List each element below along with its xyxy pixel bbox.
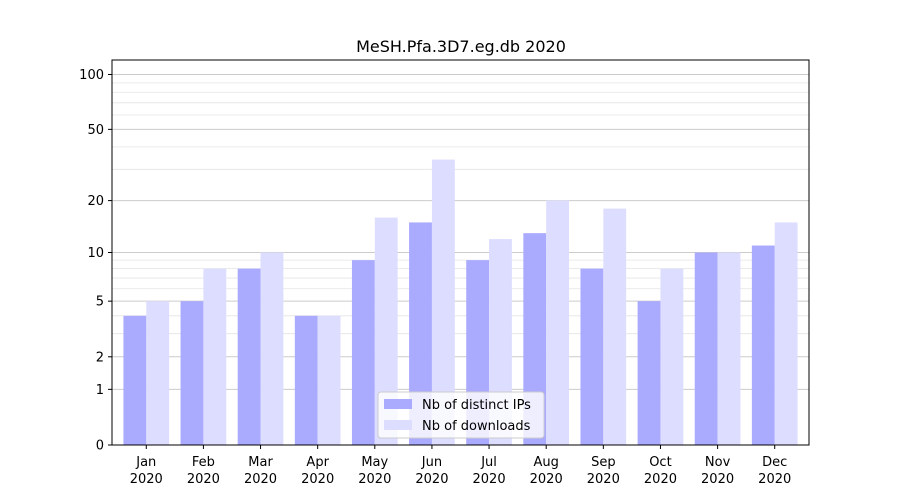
bar-ips [580,268,604,445]
bar-downloads [146,301,170,445]
x-axis: Jan 2020 Feb 2020 Mar 2020 Apr 2020 May 2020 Jun 20… [130,445,791,487]
x-tick-label-month: Jun [421,455,442,470]
bar-downloads [603,208,627,445]
bar-ips [751,245,775,445]
x-tick-label-year: 2020 [530,472,563,487]
x-tick-label-month: Jul [480,455,497,470]
x-tick-label-year: 2020 [301,472,334,487]
y-tick-label: 20 [87,194,104,209]
y-tick-label: 5 [96,295,104,310]
x-tick-label-year: 2020 [644,472,677,487]
x-tick-label-month: Nov [705,455,731,470]
bar-ips [637,301,661,445]
x-tick-label-month: Jan [135,455,156,470]
x-tick-label-year: 2020 [473,472,506,487]
y-tick-label: 100 [79,68,104,83]
bar-downloads [546,200,570,445]
x-tick-label-month: Apr [306,455,329,470]
x-tick-label-month: Feb [192,455,215,470]
bar-ips [123,315,147,445]
x-tick-label-month: Oct [649,455,671,470]
legend: Nb of distinct IPs Nb of downloads [377,391,545,439]
bar-downloads [203,268,227,445]
x-tick-label-month: Mar [248,455,273,470]
y-tick-label: 10 [87,246,104,261]
bar-downloads [660,268,684,445]
x-tick-label-year: 2020 [758,472,791,487]
legend-label: Nb of downloads [422,419,531,434]
legend-label: Nb of distinct IPs [422,398,531,413]
bar-downloads [374,217,398,445]
x-tick-label-month: May [361,455,388,470]
bar-ips [694,252,718,445]
x-tick-label-year: 2020 [187,472,220,487]
y-axis: 0 1 2 5 10 20 50 100 [79,68,112,454]
chart-title: MeSH.Pfa.3D7.eg.db 2020 [356,37,566,56]
legend-swatch [384,420,412,430]
grid-lines [112,74,809,390]
bar-ips [237,268,261,445]
x-tick-label-year: 2020 [358,472,391,487]
y-tick-label: 0 [96,439,104,454]
bar-downloads [717,252,741,445]
x-tick-label-year: 2020 [130,472,163,487]
bar-downloads [260,252,284,445]
bar-downloads [317,315,341,445]
x-tick-label-year: 2020 [587,472,620,487]
bar-downloads [774,222,798,445]
x-tick-label-year: 2020 [701,472,734,487]
y-tick-label: 50 [87,123,104,138]
x-tick-label-month: Sep [591,455,616,470]
x-tick-label-month: Aug [534,455,559,470]
bar-downloads [431,159,455,445]
legend-box [377,391,545,439]
bar-ips [409,222,432,445]
x-tick-label-year: 2020 [415,472,448,487]
x-tick-label-month: Dec [762,455,787,470]
bar-ips [351,260,375,445]
bar-ips [294,315,318,445]
legend-swatch [384,399,412,409]
bar-ips [180,301,204,445]
y-tick-label: 2 [96,350,104,365]
y-tick-label: 1 [96,383,104,398]
x-tick-label-year: 2020 [244,472,277,487]
